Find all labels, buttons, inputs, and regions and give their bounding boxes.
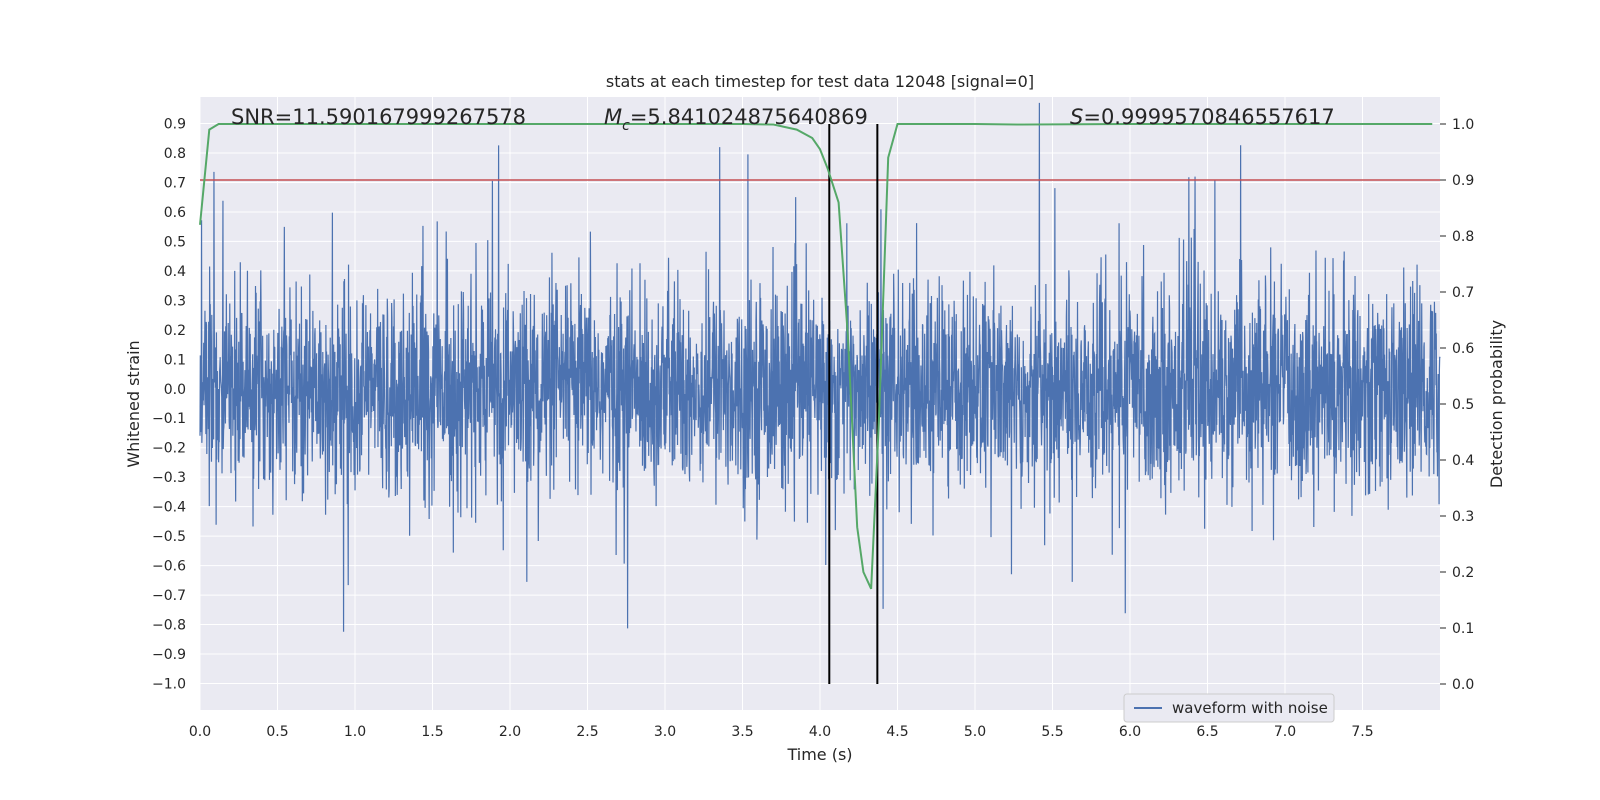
x-tick-label: 7.5 bbox=[1351, 724, 1373, 740]
left-y-tick-label: 0.1 bbox=[164, 352, 186, 368]
x-tick-label: 5.5 bbox=[1041, 724, 1063, 740]
right-y-tick-label: 0.8 bbox=[1452, 229, 1474, 245]
left-y-tick-label: −1.0 bbox=[152, 676, 186, 692]
x-tick-label: 2.5 bbox=[576, 724, 598, 740]
left-y-tick-label: 0.5 bbox=[164, 234, 186, 250]
x-tick-label: 0.0 bbox=[189, 724, 211, 740]
waveform-series bbox=[199, 102, 1441, 632]
waveform-line bbox=[199, 102, 1441, 632]
left-y-tick-label: 0.2 bbox=[164, 323, 186, 339]
left-y-tick-label: −0.7 bbox=[152, 588, 186, 604]
x-tick-label: 5.0 bbox=[964, 724, 986, 740]
detection-probability-line bbox=[199, 123, 1433, 590]
chirp-mass-subscript: c bbox=[622, 118, 630, 134]
legend-box bbox=[1123, 693, 1335, 723]
left-y-tick-label: 0.6 bbox=[164, 205, 186, 221]
x-tick-label: 4.0 bbox=[809, 724, 831, 740]
right-y-tick-label: 0.1 bbox=[1452, 621, 1474, 637]
right-y-tick-label: 0.7 bbox=[1452, 285, 1474, 301]
right-y-tick-label: 1.0 bbox=[1452, 117, 1474, 133]
x-axis-label: Time (s) bbox=[786, 745, 852, 764]
right-y-tick-label: 0.3 bbox=[1452, 509, 1474, 525]
left-y-tick-label: 0.0 bbox=[164, 382, 186, 398]
x-tick-label: 1.5 bbox=[421, 724, 443, 740]
right-y-tick-label: 0.4 bbox=[1452, 453, 1474, 469]
left-y-tick-label: 0.8 bbox=[164, 146, 186, 162]
left-y-axis-label: Whitened strain bbox=[124, 340, 143, 467]
left-y-tick-label: −0.1 bbox=[152, 411, 186, 427]
legend-label-waveform: waveform with noise bbox=[1172, 699, 1328, 717]
right-y-tick-label: 0.2 bbox=[1452, 565, 1474, 581]
right-y-tick-label: 0.6 bbox=[1452, 341, 1474, 357]
right-y-tick-label: 0.9 bbox=[1452, 173, 1474, 189]
right-y-axis-label: Detection probability bbox=[1487, 320, 1506, 488]
left-y-tick-label: −0.6 bbox=[152, 559, 186, 575]
x-tick-label: 2.0 bbox=[499, 724, 521, 740]
left-y-tick-label: 0.4 bbox=[164, 264, 186, 280]
significance-value: =0.9999570846557617 bbox=[1083, 105, 1334, 129]
snr-annotation: SNR=11.590167999267578 bbox=[231, 105, 526, 129]
overlay-lines bbox=[200, 124, 1440, 684]
legend: waveform with noise bbox=[1123, 693, 1335, 723]
chart-title: stats at each timestep for test data 120… bbox=[606, 72, 1034, 91]
left-y-tick-label: 0.7 bbox=[164, 175, 186, 191]
x-tick-label: 7.0 bbox=[1274, 724, 1296, 740]
left-y-tick-label: −0.3 bbox=[152, 470, 186, 486]
x-tick-label: 3.5 bbox=[731, 724, 753, 740]
left-y-tick-label: 0.3 bbox=[164, 293, 186, 309]
right-y-tick-label: 0.0 bbox=[1452, 677, 1474, 693]
x-tick-label: 3.0 bbox=[654, 724, 676, 740]
chirp-mass-annotation: Mc=5.841024875640869 bbox=[604, 105, 868, 134]
x-tick-label: 1.0 bbox=[344, 724, 366, 740]
left-y-tick-label: −0.9 bbox=[152, 647, 186, 663]
x-tick-label: 6.5 bbox=[1196, 724, 1218, 740]
left-y-tick-label: 0.9 bbox=[164, 117, 186, 133]
right-y-tick-labels: 0.0 0.1 0.2 0.3 0.4 0.5 0.6 0.7 0.8 0.9 1.0 bbox=[1440, 117, 1474, 693]
left-y-tick-label: −0.5 bbox=[152, 529, 186, 545]
left-y-tick-label: −0.2 bbox=[152, 441, 186, 457]
significance-annotation: S=0.9999570846557617 bbox=[1070, 105, 1335, 129]
x-tick-label: 4.5 bbox=[886, 724, 908, 740]
left-y-tick-label: −0.8 bbox=[152, 618, 186, 634]
x-tick-label: 0.5 bbox=[266, 724, 288, 740]
left-y-tick-labels: −1.0 −0.9 −0.8 −0.7 −0.6 −0.5 −0.4 −0.3 −0.2 −0.1… bbox=[152, 117, 186, 693]
chirp-mass-value: =5.841024875640869 bbox=[630, 105, 868, 129]
left-y-tick-label: −0.4 bbox=[152, 500, 186, 516]
detection-probability-series bbox=[199, 123, 1433, 590]
right-y-tick-label: 0.5 bbox=[1452, 397, 1474, 413]
x-tick-labels: 0.0 0.5 1.0 1.5 2.0 2.5 3.0 3.5 4.0 4.5 5.0 5.5 6.0 6… bbox=[189, 724, 1374, 740]
x-tick-label: 6.0 bbox=[1119, 724, 1141, 740]
